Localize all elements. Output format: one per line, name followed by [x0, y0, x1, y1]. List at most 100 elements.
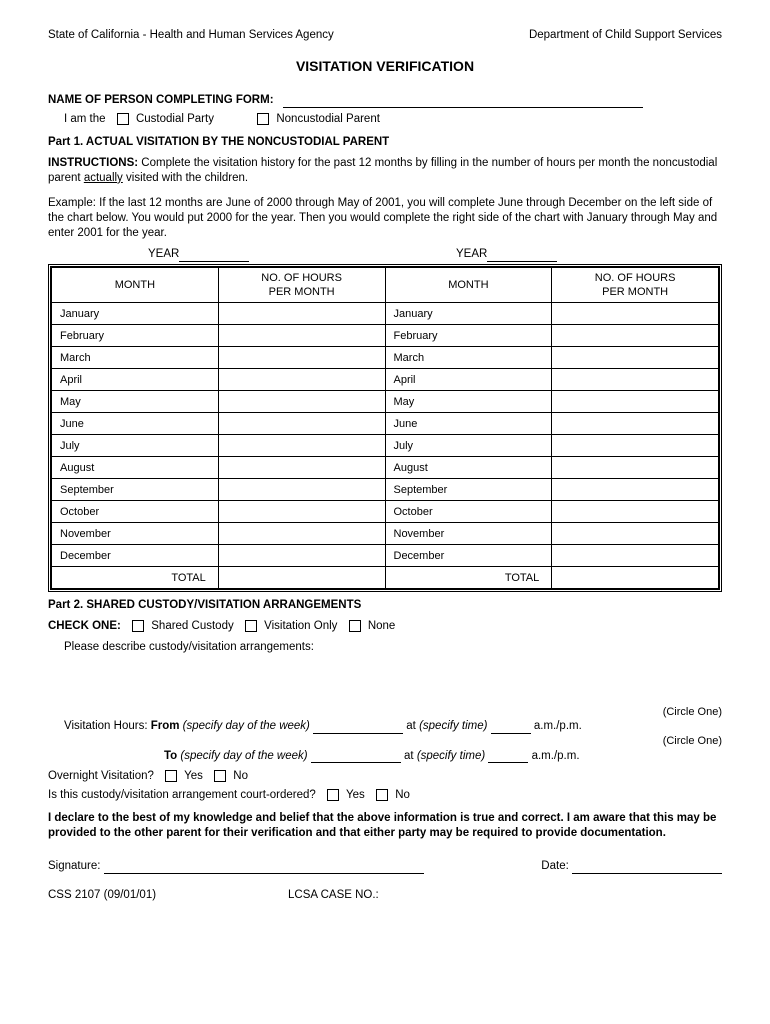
from-day-hint: (specify day of the week)	[183, 720, 313, 732]
overnight-no-label: No	[233, 770, 248, 782]
col-hours-right: NO. OF HOURSPER MONTH	[552, 267, 719, 303]
court-yes-label: Yes	[346, 789, 365, 801]
at-1: at	[406, 720, 419, 732]
custodial-checkbox[interactable]	[117, 113, 129, 125]
month-cell-left: January	[52, 303, 219, 325]
total-left-value[interactable]	[218, 567, 385, 589]
hours-cell-left[interactable]	[218, 545, 385, 567]
court-no-checkbox[interactable]	[376, 789, 388, 801]
date-label: Date:	[541, 860, 569, 872]
year-input-left[interactable]	[179, 261, 249, 262]
hours-cell-right[interactable]	[552, 523, 719, 545]
custodial-label: Custodial Party	[136, 113, 214, 125]
col-hours-left: NO. OF HOURSPER MONTH	[218, 267, 385, 303]
month-cell-left: April	[52, 369, 219, 391]
hours-cell-left[interactable]	[218, 303, 385, 325]
from-label: From	[151, 720, 180, 732]
month-cell-right: January	[385, 303, 552, 325]
month-cell-left: March	[52, 347, 219, 369]
form-title: VISITATION VERIFICATION	[48, 57, 722, 75]
from-time-input[interactable]	[491, 733, 531, 734]
hours-cell-left[interactable]	[218, 391, 385, 413]
part1-heading: Part 1. ACTUAL VISITATION BY THE NONCUST…	[48, 135, 722, 150]
instructions-label: INSTRUCTIONS:	[48, 157, 138, 169]
month-cell-right: December	[385, 545, 552, 567]
overnight-no-checkbox[interactable]	[214, 770, 226, 782]
hours-cell-left[interactable]	[218, 457, 385, 479]
month-cell-left: February	[52, 325, 219, 347]
hours-cell-left[interactable]	[218, 413, 385, 435]
hours-cell-left[interactable]	[218, 479, 385, 501]
total-right-value[interactable]	[552, 567, 719, 589]
hours-cell-left[interactable]	[218, 369, 385, 391]
hours-cell-right[interactable]	[552, 545, 719, 567]
overnight-label: Overnight Visitation?	[48, 770, 154, 782]
visitation-only-label: Visitation Only	[264, 620, 337, 632]
hours-cell-left[interactable]	[218, 435, 385, 457]
signature-line[interactable]	[104, 873, 424, 874]
none-checkbox[interactable]	[349, 620, 361, 632]
total-left-label: TOTAL	[52, 567, 219, 589]
vh-label: Visitation Hours:	[64, 720, 151, 732]
table-row: February February	[52, 325, 719, 347]
table-row: August August	[52, 457, 719, 479]
describe-label: Please describe custody/visitation arran…	[64, 640, 722, 655]
hours-cell-right[interactable]	[552, 435, 719, 457]
check-one-label: CHECK ONE:	[48, 620, 121, 632]
case-no-label: LCSA CASE NO.:	[288, 888, 379, 903]
year-label-left: YEAR	[148, 248, 179, 260]
overnight-yes-checkbox[interactable]	[165, 770, 177, 782]
visitation-table: MONTH NO. OF HOURSPER MONTH MONTH NO. OF…	[48, 264, 722, 593]
month-cell-right: August	[385, 457, 552, 479]
table-row: September September	[52, 479, 719, 501]
month-cell-left: May	[52, 391, 219, 413]
noncustodial-checkbox[interactable]	[257, 113, 269, 125]
instructions-underlined: actually	[84, 172, 123, 184]
month-cell-right: November	[385, 523, 552, 545]
hours-cell-right[interactable]	[552, 391, 719, 413]
table-row: April April	[52, 369, 719, 391]
noncustodial-label: Noncustodial Parent	[276, 113, 380, 125]
hours-cell-left[interactable]	[218, 347, 385, 369]
month-cell-right: October	[385, 501, 552, 523]
month-cell-right: March	[385, 347, 552, 369]
hours-cell-right[interactable]	[552, 479, 719, 501]
hours-cell-right[interactable]	[552, 501, 719, 523]
hours-cell-left[interactable]	[218, 523, 385, 545]
month-cell-left: July	[52, 435, 219, 457]
date-line[interactable]	[572, 873, 722, 874]
hours-cell-left[interactable]	[218, 325, 385, 347]
hours-cell-right[interactable]	[552, 457, 719, 479]
to-day-hint: (specify day of the week)	[180, 750, 310, 762]
form-number: CSS 2107 (09/01/01)	[48, 888, 288, 903]
month-cell-left: August	[52, 457, 219, 479]
col-month-right: MONTH	[385, 267, 552, 303]
shared-custody-checkbox[interactable]	[132, 620, 144, 632]
shared-custody-label: Shared Custody	[151, 620, 233, 632]
hours-cell-right[interactable]	[552, 413, 719, 435]
name-input-line[interactable]	[283, 107, 643, 108]
month-cell-left: September	[52, 479, 219, 501]
table-row: MayMay	[52, 391, 719, 413]
table-row: NovemberNovember	[52, 523, 719, 545]
hours-cell-right[interactable]	[552, 303, 719, 325]
month-cell-left: October	[52, 501, 219, 523]
month-cell-right: April	[385, 369, 552, 391]
from-day-input[interactable]	[313, 733, 403, 734]
court-yes-checkbox[interactable]	[327, 789, 339, 801]
hours-cell-right[interactable]	[552, 325, 719, 347]
to-time-input[interactable]	[488, 762, 528, 763]
visitation-only-checkbox[interactable]	[245, 620, 257, 632]
year-label-right: YEAR	[456, 248, 487, 260]
at-2: at	[404, 750, 417, 762]
month-cell-right: September	[385, 479, 552, 501]
to-day-input[interactable]	[311, 762, 401, 763]
hours-cell-right[interactable]	[552, 369, 719, 391]
circle-one-2: (Circle One)	[48, 734, 722, 748]
hours-cell-left[interactable]	[218, 501, 385, 523]
circle-one-1: (Circle One)	[48, 705, 722, 719]
hours-cell-right[interactable]	[552, 347, 719, 369]
year-input-right[interactable]	[487, 261, 557, 262]
month-cell-right: February	[385, 325, 552, 347]
month-cell-left: June	[52, 413, 219, 435]
